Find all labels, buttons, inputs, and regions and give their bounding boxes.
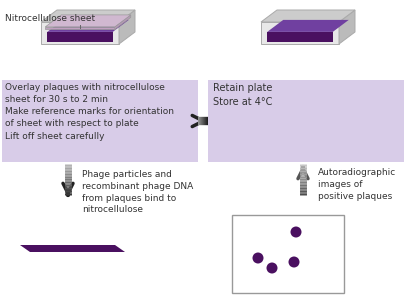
Text: Nitrocellulose sheet: Nitrocellulose sheet — [5, 14, 95, 23]
Text: Overlay plaques with nitrocellulose
sheet for 30 s to 2 min
Make reference marks: Overlay plaques with nitrocellulose shee… — [5, 83, 174, 141]
Polygon shape — [266, 20, 348, 32]
Circle shape — [266, 262, 277, 274]
Text: Retain plate
Store at 4°C: Retain plate Store at 4°C — [213, 83, 272, 107]
Polygon shape — [41, 10, 135, 22]
Polygon shape — [338, 10, 354, 44]
Polygon shape — [119, 10, 135, 44]
FancyBboxPatch shape — [207, 80, 403, 162]
Polygon shape — [41, 22, 119, 44]
Circle shape — [252, 253, 263, 263]
Polygon shape — [20, 245, 125, 252]
Polygon shape — [115, 15, 130, 29]
Circle shape — [290, 226, 301, 238]
Polygon shape — [266, 32, 332, 42]
Text: Phage particles and
recombinant phage DNA
from plaques bind to
nitrocellulose: Phage particles and recombinant phage DN… — [82, 170, 193, 214]
Polygon shape — [260, 22, 338, 44]
Circle shape — [288, 256, 299, 268]
Polygon shape — [45, 27, 115, 29]
Polygon shape — [47, 32, 113, 42]
FancyBboxPatch shape — [2, 80, 198, 162]
FancyBboxPatch shape — [231, 215, 343, 293]
Text: Autoradiographic
images of
positive plaques: Autoradiographic images of positive plaq… — [317, 168, 395, 201]
Polygon shape — [260, 10, 354, 22]
Polygon shape — [47, 20, 128, 32]
Polygon shape — [45, 15, 130, 27]
